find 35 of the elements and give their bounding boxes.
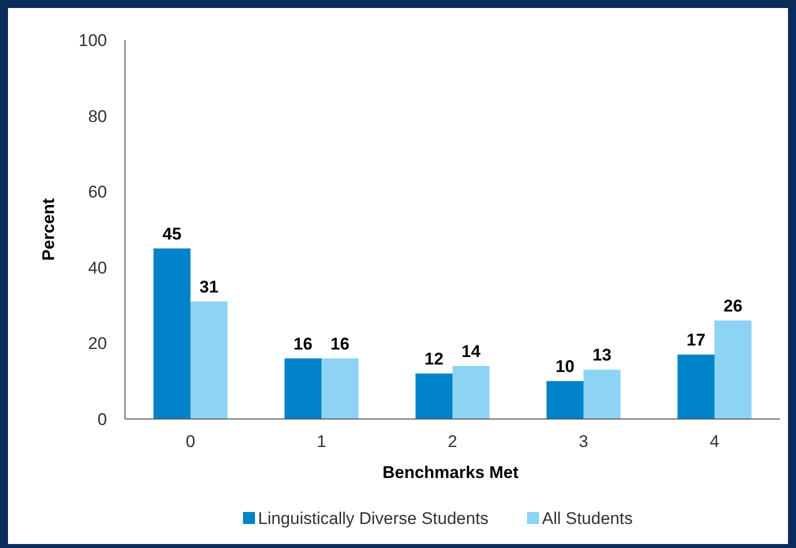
data-label: 26 <box>724 296 742 316</box>
data-label: 12 <box>424 350 444 369</box>
y-tick-label: 100 <box>78 30 107 50</box>
data-label: 14 <box>462 342 481 361</box>
data-label: 17 <box>686 330 706 350</box>
bar <box>154 248 190 419</box>
data-label: 45 <box>162 224 182 244</box>
y-tick-label: 20 <box>88 334 107 354</box>
data-label: 13 <box>592 346 612 365</box>
x-tick-label: 4 <box>710 432 720 451</box>
bar <box>322 358 358 419</box>
y-tick-label: 40 <box>88 258 107 278</box>
y-tick-label: 0 <box>98 410 107 429</box>
y-axis-title: Percent <box>39 198 58 261</box>
bar <box>452 366 490 419</box>
bar <box>546 381 584 419</box>
data-label: 31 <box>200 278 218 297</box>
data-label: 10 <box>556 357 574 376</box>
y-tick-label: 80 <box>88 106 107 126</box>
x-tick-label: 3 <box>578 432 588 451</box>
bar <box>190 302 228 419</box>
legend-label: Linguistically Diverse Students <box>258 508 489 528</box>
bar <box>714 320 752 419</box>
bar <box>584 370 620 419</box>
bar <box>416 374 452 419</box>
data-label: 16 <box>330 334 350 354</box>
y-tick-label: 60 <box>88 182 107 202</box>
x-tick-label: 2 <box>448 432 458 451</box>
legend-label: All Students <box>542 508 633 528</box>
x-axis-title: Benchmarks Met <box>382 463 519 482</box>
x-tick-label: 1 <box>316 432 326 451</box>
data-label: 16 <box>294 334 312 354</box>
x-tick-label: 0 <box>186 432 196 451</box>
bar <box>284 358 322 419</box>
bar <box>678 354 714 419</box>
